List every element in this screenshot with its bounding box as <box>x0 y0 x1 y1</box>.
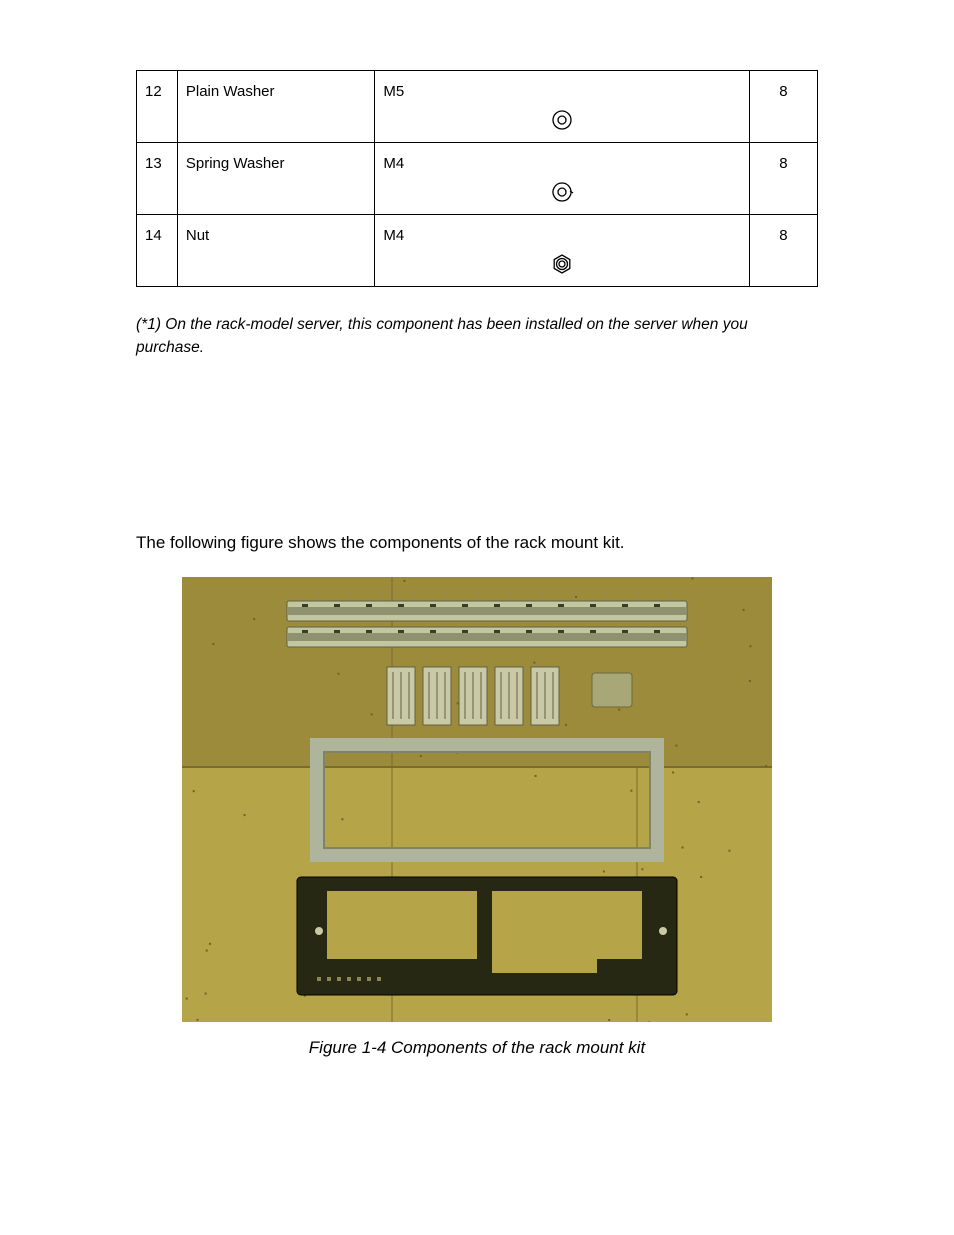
table-row: 12Plain Washer M5 8 <box>137 71 818 143</box>
figure-caption: Figure 1-4 Components of the rack mount … <box>136 1038 818 1058</box>
table-row: 13Spring Washer M4 8 <box>137 143 818 215</box>
cell-qty: 8 <box>749 215 817 287</box>
cell-num: 12 <box>137 71 178 143</box>
spec-label: M5 <box>383 81 741 102</box>
cell-name: Nut <box>177 215 374 287</box>
parts-table: 12Plain WasherM5813Spring WasherM4814Nut… <box>136 70 818 287</box>
cell-name: Plain Washer <box>177 71 374 143</box>
cell-qty: 8 <box>749 143 817 215</box>
plain-washer-icon <box>383 108 741 132</box>
cell-name: Spring Washer <box>177 143 374 215</box>
footnote-text: (*1) On the rack-model server, this comp… <box>136 313 818 360</box>
figure-intro-text: The following figure shows the component… <box>136 530 818 556</box>
spring-washer-icon <box>383 180 741 204</box>
cell-spec: M4 <box>375 143 750 215</box>
table-row: 14Nut M4 8 <box>137 215 818 287</box>
cell-num: 14 <box>137 215 178 287</box>
rack-kit-photo <box>182 577 772 1022</box>
cell-spec: M4 <box>375 215 750 287</box>
spec-label: M4 <box>383 225 741 246</box>
figure-container: Figure 1-4 Components of the rack mount … <box>136 577 818 1058</box>
cell-spec: M5 <box>375 71 750 143</box>
nut-icon <box>383 252 741 276</box>
cell-qty: 8 <box>749 71 817 143</box>
spec-label: M4 <box>383 153 741 174</box>
cell-num: 13 <box>137 143 178 215</box>
